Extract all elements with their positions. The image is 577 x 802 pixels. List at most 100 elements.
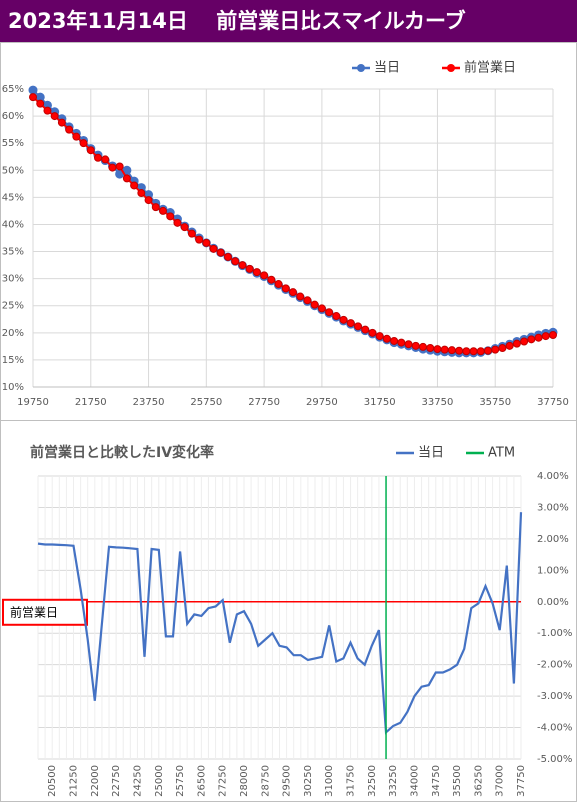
- point: [491, 345, 500, 354]
- point: [346, 319, 355, 328]
- y-tick-label: 0.00%: [537, 597, 569, 608]
- point: [447, 346, 456, 355]
- point: [498, 343, 507, 352]
- x-tick-label: 36250: [473, 765, 484, 797]
- x-tick-label: 37000: [495, 765, 506, 797]
- y-tick-label: -4.00%: [537, 723, 572, 734]
- y-tick-label: 50%: [2, 165, 24, 176]
- point: [541, 332, 550, 341]
- x-tick-label: 26500: [196, 765, 207, 797]
- point: [375, 332, 384, 341]
- point: [35, 92, 45, 102]
- point: [289, 288, 297, 297]
- y-tick-label: 10%: [2, 382, 24, 393]
- x-tick-label: 27750: [248, 397, 280, 408]
- point: [274, 280, 283, 289]
- x-tick-label: 37750: [516, 765, 527, 797]
- point: [469, 347, 478, 356]
- point: [151, 203, 160, 212]
- point: [426, 343, 435, 352]
- point: [549, 330, 557, 339]
- x-tick-label: 34000: [409, 765, 420, 797]
- point: [29, 93, 37, 102]
- point: [397, 338, 406, 347]
- reference-label-box: [2, 598, 88, 626]
- y-tick-label: 40%: [2, 219, 24, 230]
- point: [130, 181, 139, 190]
- x-tick-label: 31000: [324, 765, 335, 797]
- x-tick-label: 25750: [190, 397, 222, 408]
- point: [411, 341, 420, 350]
- series-line: [37, 512, 523, 735]
- x-tick-label: 20500: [47, 765, 58, 797]
- point: [512, 339, 521, 348]
- x-tick-label: 35750: [479, 397, 511, 408]
- point: [404, 340, 413, 349]
- y-tick-label: 4.00%: [537, 471, 569, 482]
- point: [57, 118, 66, 127]
- point: [520, 337, 529, 346]
- x-tick-label: 28000: [239, 765, 250, 797]
- legend-label: 当日: [374, 61, 400, 76]
- point: [86, 146, 95, 155]
- y-tick-label: 1.00%: [537, 565, 569, 576]
- y-tick-label: 15%: [2, 355, 24, 366]
- point: [43, 106, 52, 115]
- x-tick-label: 22750: [111, 765, 122, 797]
- x-tick-label: 34750: [431, 765, 442, 797]
- y-tick-label: 25%: [2, 301, 24, 312]
- point: [390, 336, 399, 345]
- y-tick-label: 55%: [2, 138, 24, 149]
- point: [101, 155, 110, 164]
- point: [122, 174, 131, 183]
- point: [252, 268, 261, 277]
- point: [462, 347, 471, 356]
- point: [238, 261, 247, 270]
- x-tick-label: 33250: [388, 765, 399, 797]
- reference-label: 前営業日: [10, 604, 58, 619]
- point: [28, 85, 38, 95]
- point: [122, 165, 132, 175]
- x-tick-label: 21250: [69, 765, 80, 797]
- point: [173, 218, 182, 227]
- panel-border: [0, 42, 577, 421]
- x-tick-label: 31750: [364, 397, 396, 408]
- point: [527, 335, 536, 344]
- x-tick-label: 37750: [537, 397, 569, 408]
- legend-marker: [357, 64, 365, 72]
- point: [50, 112, 59, 121]
- y-tick-label: 3.00%: [537, 502, 569, 513]
- point: [187, 229, 196, 238]
- y-tick-label: 2.00%: [537, 534, 569, 545]
- point: [361, 325, 370, 334]
- point: [115, 162, 124, 171]
- point: [440, 345, 449, 354]
- point: [310, 300, 319, 309]
- legend-label: 当日: [418, 446, 444, 461]
- point: [144, 196, 153, 205]
- point: [79, 139, 88, 148]
- point: [484, 346, 492, 355]
- y-tick-label: 20%: [2, 328, 24, 339]
- point: [325, 308, 334, 317]
- point: [534, 333, 543, 342]
- point: [332, 312, 341, 321]
- point: [36, 99, 45, 108]
- point: [108, 163, 117, 172]
- x-tick-label: 25750: [175, 765, 186, 797]
- point: [433, 345, 442, 354]
- page-title: 2023年11月14日 前営業日比スマイルカーブ: [0, 0, 577, 42]
- point: [382, 334, 391, 343]
- point: [209, 244, 218, 253]
- y-tick-label: -3.00%: [537, 691, 572, 702]
- point: [166, 212, 175, 221]
- point: [267, 275, 276, 284]
- y-tick-label: 45%: [2, 192, 24, 203]
- x-tick-label: 25000: [154, 765, 165, 797]
- x-tick-label: 33750: [422, 397, 454, 408]
- x-tick-label: 24250: [132, 765, 143, 797]
- point: [231, 257, 240, 266]
- point: [455, 346, 464, 355]
- point: [419, 342, 427, 351]
